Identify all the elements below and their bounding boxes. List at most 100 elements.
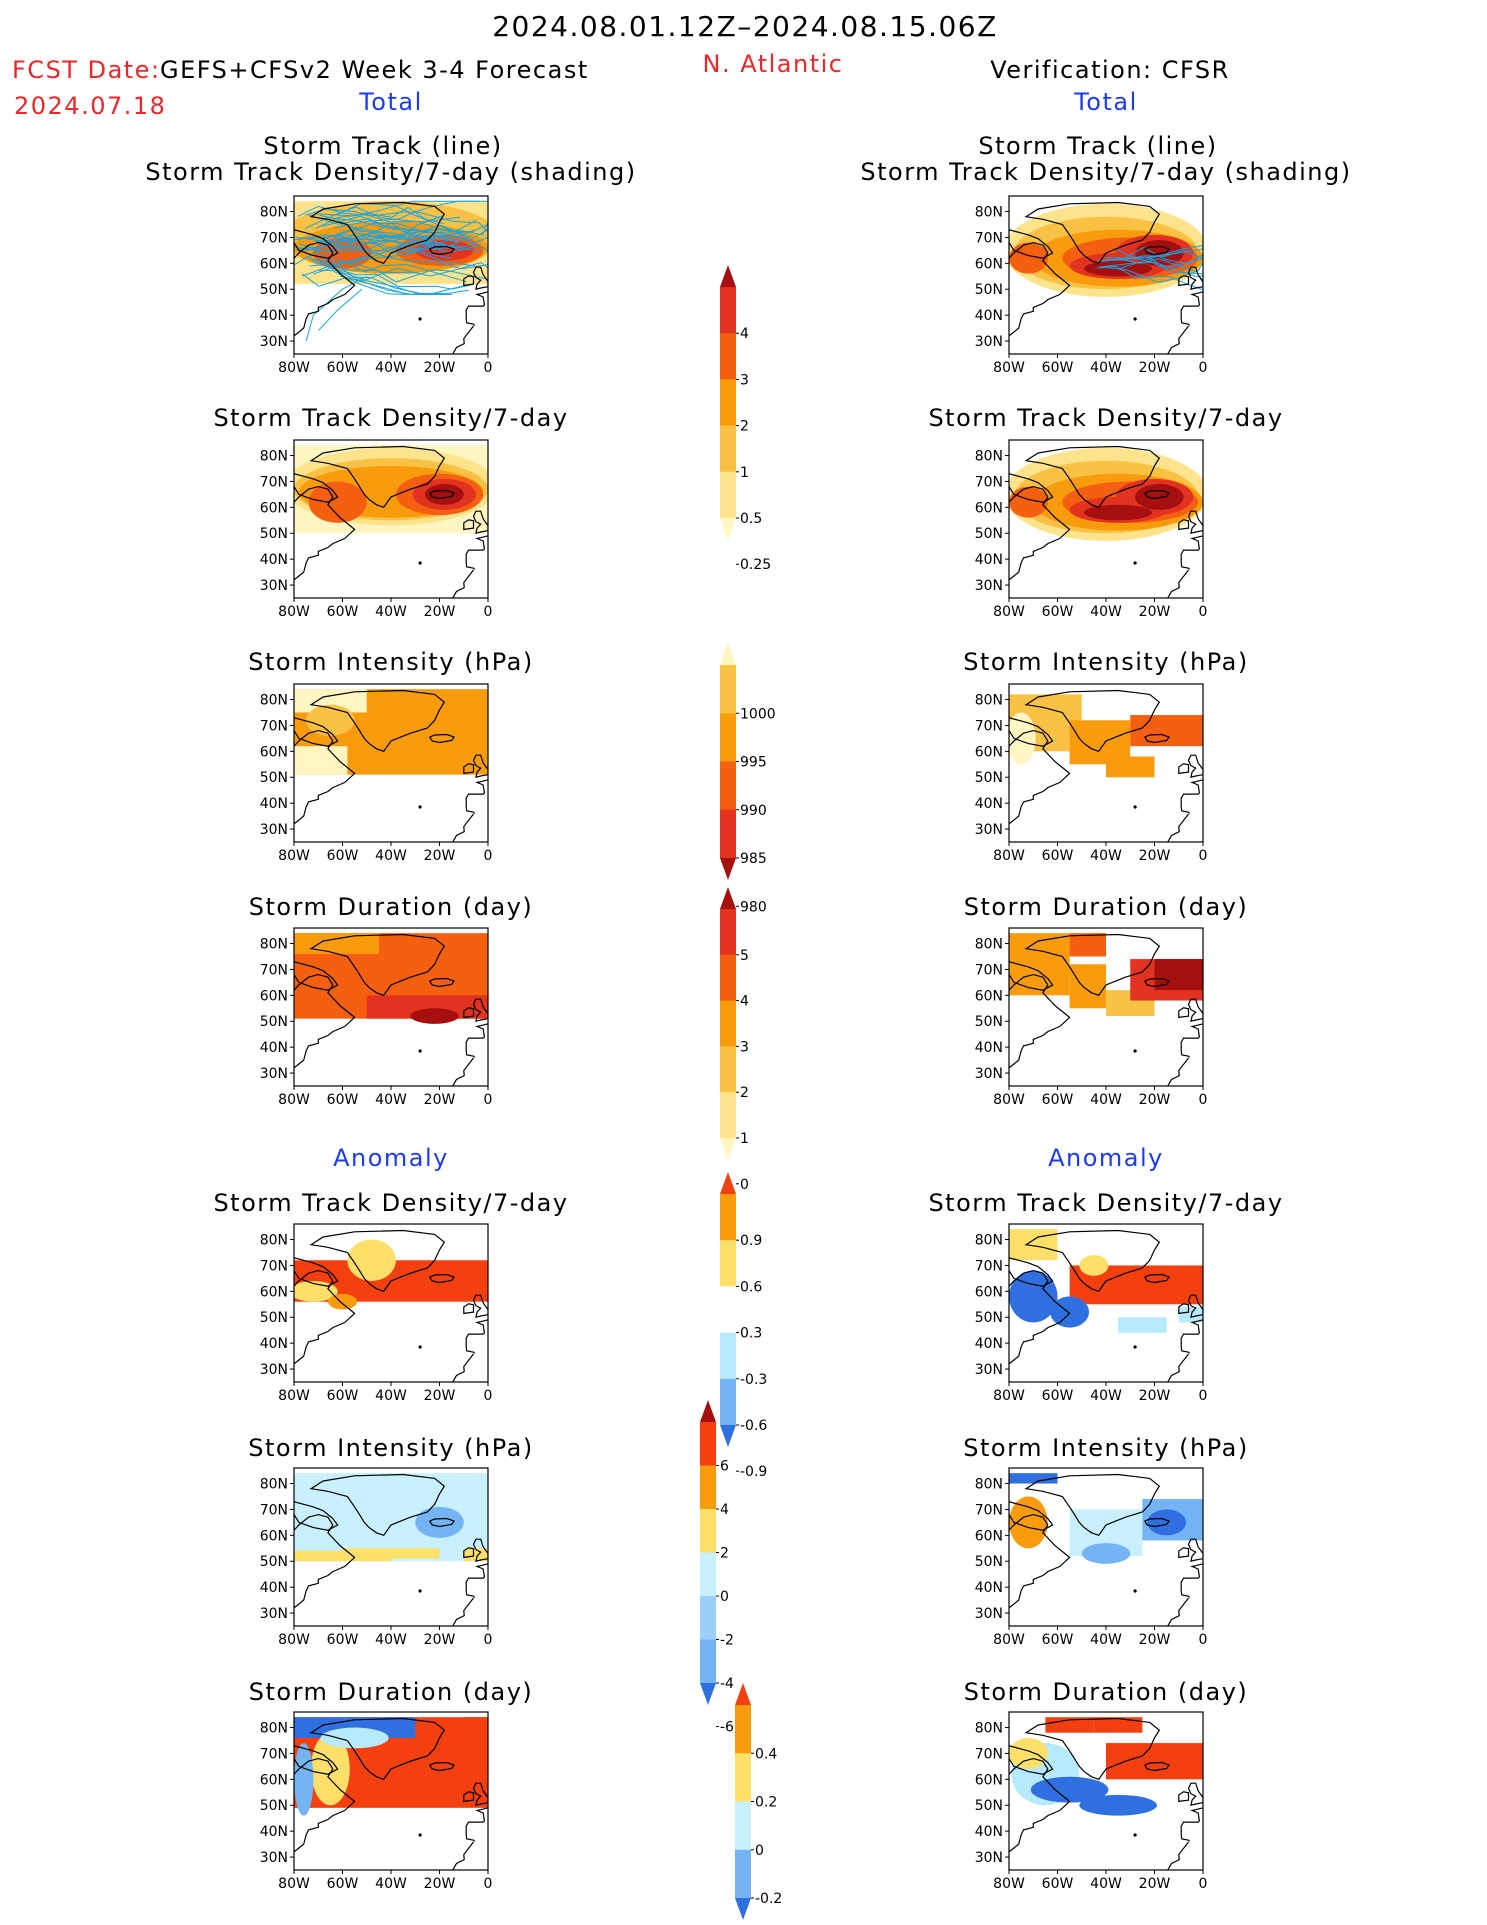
azores-dot — [419, 1590, 421, 1592]
lon-tick-label: 40W — [375, 1092, 407, 1108]
lon-tick-label: 40W — [1090, 1876, 1122, 1892]
lat-tick-label: 40N — [975, 552, 1003, 568]
shading-blob — [328, 1294, 357, 1310]
colorbar-label: 985 — [740, 851, 767, 867]
colorbar-swatch — [720, 1286, 736, 1333]
lat-tick-label: 70N — [975, 1746, 1003, 1762]
shading-layer — [289, 1240, 488, 1310]
shading-layer — [282, 201, 500, 341]
lon-tick-label: 0 — [484, 360, 493, 376]
colorbar-density: 43210.50.25 — [700, 250, 780, 570]
lon-tick-label: 60W — [327, 1632, 359, 1648]
map-density-verification: 80N70N60N50N40N30N80W 60W 40W 20W 0 — [1009, 440, 1203, 598]
colorbar-arrow-top — [720, 887, 736, 909]
title-duration-left: Storm Duration (day) — [249, 893, 534, 921]
lat-tick-label: 50N — [260, 1310, 288, 1326]
shading-blob — [1009, 1738, 1048, 1769]
lat-tick-label: 40N — [975, 1336, 1003, 1352]
lon-tick-label: 40W — [1090, 1092, 1122, 1108]
lat-tick-label: 30N — [975, 578, 1003, 594]
azores-dot — [1134, 1346, 1136, 1348]
lat-tick-label: 70N — [975, 1258, 1003, 1274]
lat-tick-label: 50N — [260, 1014, 288, 1030]
colorbar-label: 4 — [740, 326, 749, 342]
lon-tick-label: 20W — [424, 1632, 456, 1648]
lat-tick-label: 50N — [260, 282, 288, 298]
lon-tick-label: 60W — [1042, 360, 1074, 376]
colorbar-label: 2 — [720, 1546, 729, 1562]
colorbar-intensity-anomaly: 6420-2-4-6 — [680, 1390, 760, 1720]
shading-layer — [294, 933, 488, 1024]
coastline — [447, 1058, 474, 1096]
map-duration-verification: 80N70N60N50N40N30N80W 60W 40W 20W 0 — [1009, 928, 1203, 1086]
lon-tick-label: 20W — [1139, 1388, 1171, 1404]
map-density-anomaly-verification: 80N70N60N50N40N30N80W 60W 40W 20W 0 — [1009, 1224, 1203, 1382]
lon-tick-label: 20W — [1139, 1092, 1171, 1108]
colorbar-swatch — [720, 909, 736, 955]
title-track-shading-right: Storm Track Density/7-day (shading) — [860, 158, 1351, 186]
coastline — [1162, 1598, 1189, 1636]
colorbar-swatch — [720, 1092, 736, 1138]
lon-tick-label: 40W — [375, 1876, 407, 1892]
lon-tick-label: 0 — [1199, 604, 1208, 620]
coastline — [1162, 814, 1189, 852]
lat-tick-label: 50N — [260, 526, 288, 542]
lon-tick-label: 0 — [484, 1632, 493, 1648]
shading-blob — [410, 1008, 459, 1024]
colorbar-label: 2 — [740, 419, 749, 435]
lat-tick-label: 80N — [260, 1477, 288, 1493]
shading-cell — [1130, 715, 1203, 746]
colorbar-label: -0.2 — [755, 1891, 782, 1907]
coastline — [1189, 1783, 1204, 1805]
colorbar-arrow-top — [700, 1400, 716, 1422]
lat-tick-label: 60N — [975, 744, 1003, 760]
lon-tick-label: 20W — [424, 1092, 456, 1108]
shading-blob — [1135, 484, 1184, 510]
shading-blob — [1079, 1255, 1108, 1276]
coastline — [1181, 1024, 1203, 1058]
lat-tick-label: 40N — [260, 552, 288, 568]
colorbar-swatch — [700, 1596, 716, 1640]
shading-layer — [294, 1473, 488, 1561]
colorbar-swatch — [720, 713, 736, 762]
map-density-anomaly-forecast: 80N70N60N50N40N30N80W 60W 40W 20W 0 — [294, 1224, 488, 1382]
azores-dot — [419, 1834, 421, 1836]
lat-tick-label: 70N — [260, 718, 288, 734]
lat-tick-label: 80N — [260, 1233, 288, 1249]
map-duration-anomaly-verification: 80N70N60N50N40N30N80W 60W 40W 20W 0 — [1009, 1712, 1203, 1870]
forecast-name: GEFS+CFSv2 Week 3-4 Forecast — [160, 56, 589, 84]
lat-tick-label: 60N — [260, 744, 288, 760]
colorbar-swatch — [720, 426, 736, 473]
coastline — [447, 326, 474, 364]
coastline — [1162, 326, 1189, 364]
coastline — [1181, 1808, 1203, 1842]
lat-tick-label: 70N — [260, 1502, 288, 1518]
colorbar-label: 0.5 — [740, 511, 762, 527]
lon-tick-label: 80W — [993, 848, 1025, 864]
colorbar-swatch — [720, 472, 736, 519]
title-density-right: Storm Track Density/7-day — [928, 404, 1283, 432]
lon-tick-label: 0 — [1199, 1876, 1208, 1892]
lon-tick-label: 0 — [1199, 1092, 1208, 1108]
lat-tick-label: 80N — [260, 205, 288, 221]
colorbar-swatch — [720, 1001, 736, 1047]
lat-tick-label: 40N — [975, 1040, 1003, 1056]
title-track-line-left: Storm Track (line) — [263, 132, 502, 160]
lon-tick-label: 40W — [375, 604, 407, 620]
coastline — [1179, 1792, 1189, 1802]
coastline — [1181, 292, 1203, 326]
lon-tick-label: 40W — [1090, 360, 1122, 376]
lon-tick-label: 0 — [484, 848, 493, 864]
lat-tick-label: 70N — [975, 718, 1003, 734]
colorbar-label: 0.6 — [740, 1279, 762, 1295]
coastline — [464, 1304, 474, 1314]
colorbar-swatch — [735, 1850, 751, 1899]
lon-tick-label: 60W — [1042, 1092, 1074, 1108]
colorbar-swatch — [735, 1802, 751, 1851]
colorbar-arrow-top — [735, 1683, 751, 1705]
lat-tick-label: 80N — [975, 449, 1003, 465]
lat-tick-label: 30N — [260, 1850, 288, 1866]
lat-tick-label: 40N — [975, 1580, 1003, 1596]
shading-blob — [294, 1743, 313, 1816]
lon-tick-label: 20W — [1139, 1632, 1171, 1648]
